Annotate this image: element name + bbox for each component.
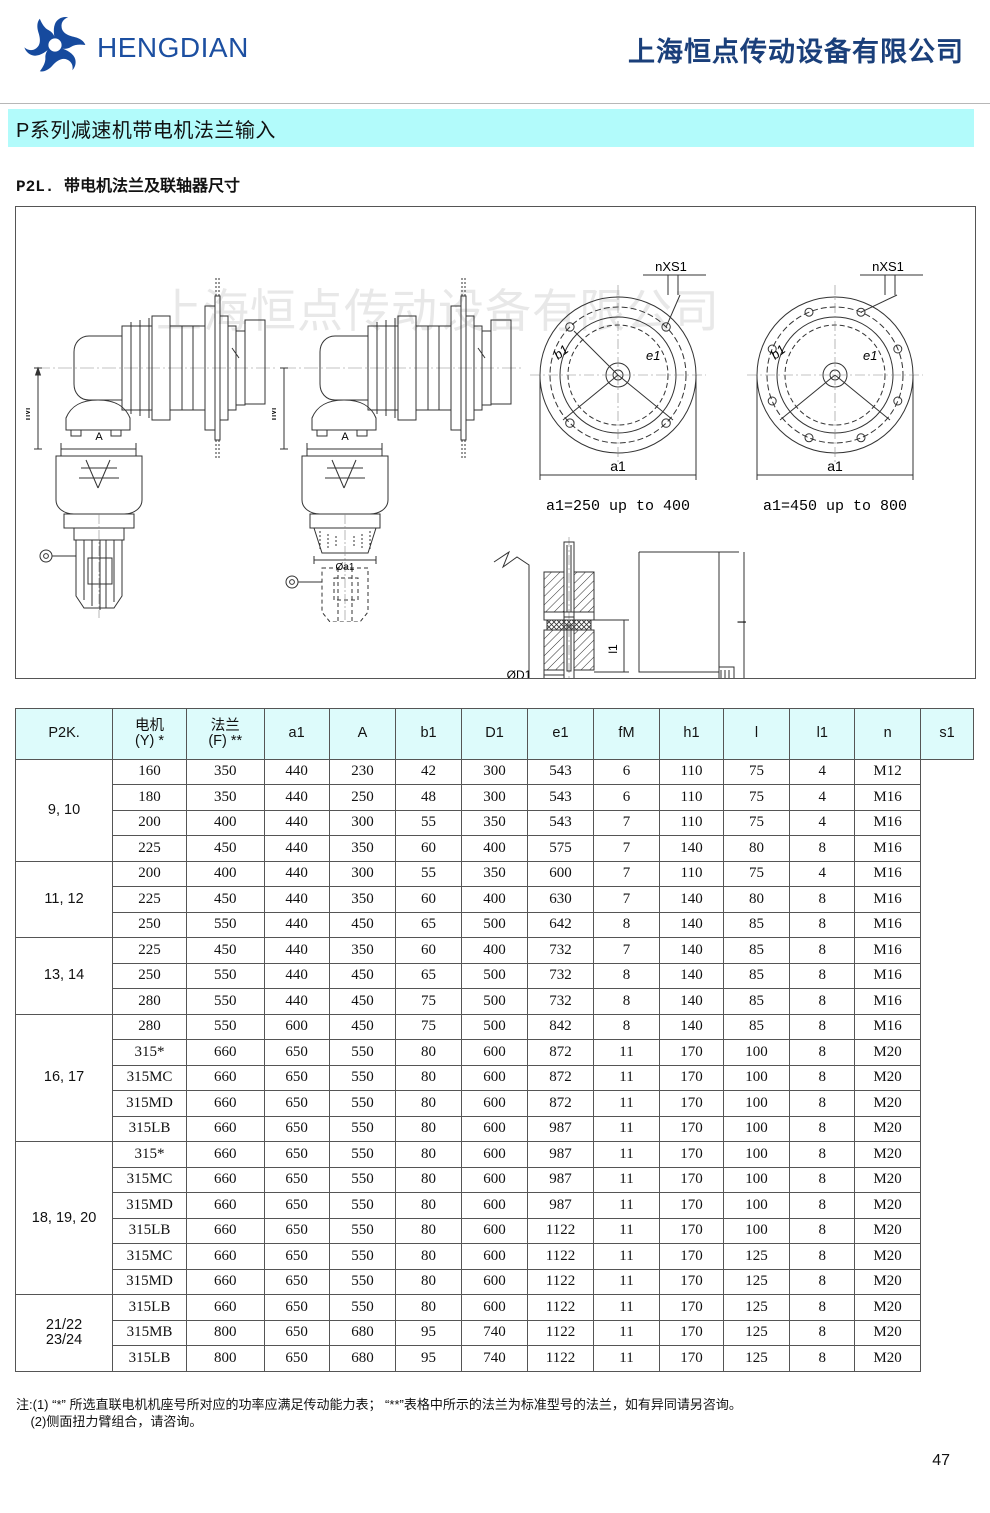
svg-text:a1: a1 [610, 458, 626, 474]
svg-text:e1: e1 [863, 348, 877, 363]
svg-text:e1: e1 [646, 348, 660, 363]
svg-text:A: A [95, 431, 103, 443]
svg-text:l: l [735, 621, 749, 624]
svg-text:ØD1: ØD1 [507, 668, 532, 679]
svg-text:Øa1: Øa1 [336, 562, 355, 573]
svg-text:l1: l1 [606, 644, 620, 654]
svg-text:nXS1: nXS1 [655, 259, 687, 274]
svg-text:A: A [341, 431, 349, 443]
svg-text:a1: a1 [827, 458, 843, 474]
svg-text:nXS1: nXS1 [872, 259, 904, 274]
svg-text:fM: fM [26, 407, 33, 420]
svg-text:a1=450 up to 800: a1=450 up to 800 [763, 498, 907, 515]
svg-text:fM: fM [272, 407, 279, 420]
